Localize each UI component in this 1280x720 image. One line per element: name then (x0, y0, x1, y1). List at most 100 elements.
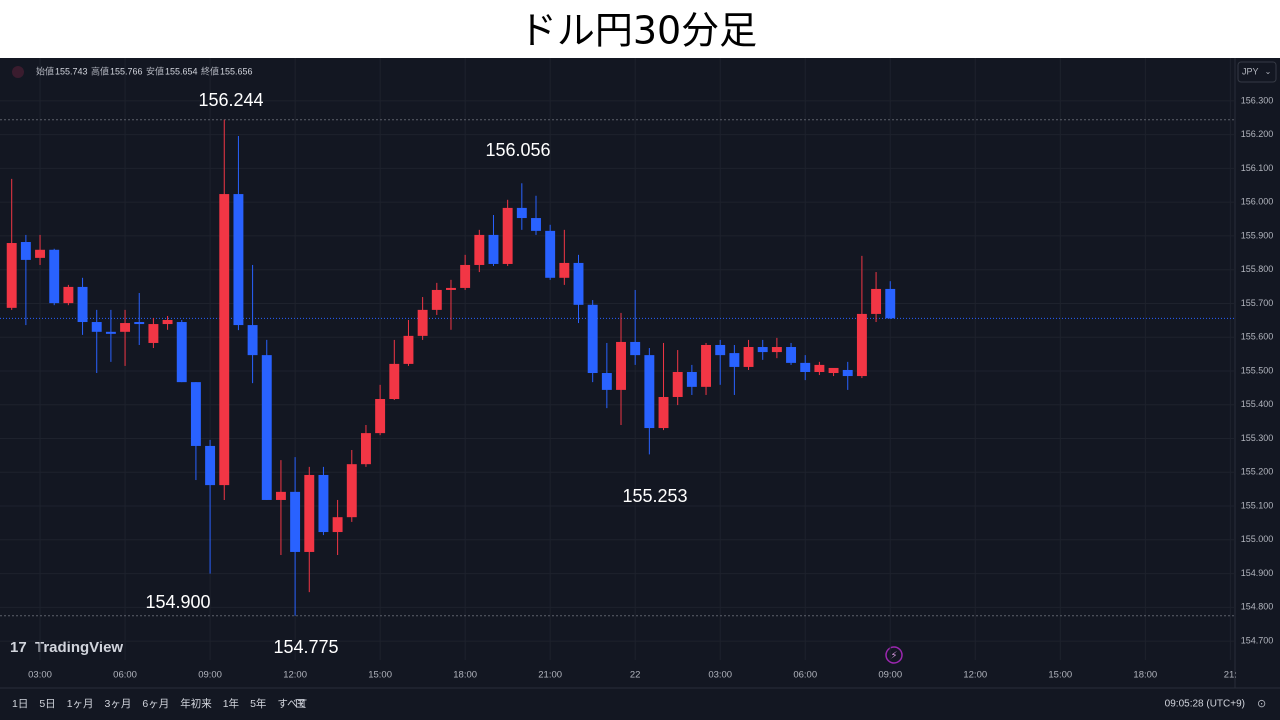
candle-body (488, 234, 499, 264)
brand-logo: 17 (10, 639, 27, 656)
x-tick-label: 15:00 (1048, 670, 1072, 681)
candle-body (375, 399, 386, 434)
candle-body (360, 433, 371, 465)
ohlc-label: 始値 (36, 65, 54, 76)
range-button[interactable]: 1ヶ月 (67, 698, 94, 710)
ohlc-value: 155.656 (220, 66, 253, 76)
date-range-icon[interactable]: ⊞ (295, 695, 306, 710)
candle-body (715, 344, 726, 356)
y-tick-label: 155.600 (1241, 332, 1274, 342)
candle-body (757, 347, 768, 353)
candle-body (658, 396, 669, 429)
range-button[interactable]: 3ヶ月 (105, 698, 132, 710)
ohlc-value: 155.766 (110, 66, 143, 76)
candle-body (403, 335, 414, 364)
price-annotation: 156.056 (485, 140, 550, 160)
dropdown-arrow[interactable]: ⌄ (1265, 67, 1272, 76)
candle-body (261, 355, 272, 500)
candle-body (389, 363, 400, 400)
ohlc-label: 高値 (91, 65, 109, 76)
candle-body (446, 287, 456, 290)
title-band (0, 0, 1280, 58)
x-tick-label: 18:00 (453, 670, 477, 681)
candle-body (63, 286, 74, 304)
candle-body (6, 243, 17, 308)
y-tick-label: 155.500 (1241, 365, 1274, 375)
y-tick-label: 156.300 (1241, 95, 1274, 105)
ohlc-value: 155.743 (55, 66, 88, 76)
symbol-icon (12, 66, 24, 78)
candle-body (332, 517, 343, 533)
candle-body (672, 371, 683, 397)
price-annotation: 156.244 (198, 90, 263, 110)
x-tick-label: 12:00 (963, 670, 987, 681)
candle-body (686, 371, 697, 387)
settings-icon[interactable]: ⊙ (1257, 698, 1266, 710)
candle-body (786, 347, 797, 363)
candle-body (616, 341, 626, 390)
event-icon[interactable] (885, 646, 903, 664)
range-button[interactable]: 5年 (250, 697, 266, 710)
candle-body (290, 491, 301, 552)
y-tick-label: 156.000 (1241, 197, 1274, 207)
x-tick-label: 06:00 (793, 670, 817, 681)
range-button[interactable]: すべて (277, 698, 307, 710)
candle-body (701, 344, 711, 387)
candle-body (417, 309, 428, 336)
x-tick-label: 03:00 (708, 670, 732, 681)
x-tick-label: 12:00 (283, 670, 307, 681)
candle-body (743, 347, 754, 367)
candle-body (516, 207, 527, 219)
candle-body (545, 230, 556, 278)
range-button[interactable]: 5日 (39, 698, 55, 710)
x-tick-label: 22 (630, 670, 641, 681)
y-tick-label: 154.700 (1241, 635, 1274, 645)
candle-body (134, 322, 145, 325)
range-button[interactable]: 6ヶ月 (142, 698, 169, 710)
y-tick-label: 155.000 (1241, 534, 1274, 544)
candle-body (814, 364, 825, 372)
candle-body (474, 234, 485, 265)
chart-title: ドル円30分足 (519, 9, 757, 53)
x-tick-label: 21:00 (538, 670, 562, 681)
clock: 09:05:28 (UTC+9) (1165, 699, 1245, 710)
currency-box[interactable] (1237, 61, 1277, 83)
x-tick-label: 18:00 (1133, 670, 1157, 681)
y-tick-label: 155.900 (1241, 230, 1274, 240)
y-tick-label: 155.100 (1241, 500, 1274, 510)
candle-body (531, 218, 541, 231)
candle-body (120, 323, 131, 332)
brand: TradingView (35, 639, 123, 656)
y-tick-label: 156.100 (1241, 163, 1274, 173)
candle-body (190, 382, 201, 446)
y-tick-label: 154.900 (1241, 568, 1274, 578)
x-tick-label: 21: (1224, 670, 1237, 681)
y-tick-label: 155.200 (1241, 467, 1274, 477)
range-button[interactable]: 1年 (223, 697, 239, 710)
candle-body (431, 289, 442, 310)
candle-body (91, 322, 102, 332)
candle-body (219, 194, 230, 486)
x-tick-label: 03:00 (28, 670, 52, 681)
candle-body (587, 304, 598, 374)
y-tick-label: 154.800 (1241, 602, 1274, 612)
candle-body (20, 242, 31, 260)
candle-body (318, 474, 329, 533)
candle-body (49, 249, 60, 304)
x-tick-label: 15:00 (368, 670, 392, 681)
event-icon-bolt[interactable]: ⚡ (890, 651, 897, 662)
candle-body (842, 369, 853, 377)
candle-body (601, 373, 612, 390)
range-button[interactable]: 年初来 (180, 697, 212, 710)
y-tick-label: 155.400 (1241, 399, 1274, 409)
candle-body (205, 445, 216, 486)
range-button[interactable]: 1日 (12, 698, 28, 710)
candle-body (304, 474, 315, 552)
y-tick-label: 155.300 (1241, 433, 1274, 443)
ohlc-value: 155.654 (165, 66, 198, 76)
currency[interactable]: JPY (1242, 66, 1259, 76)
candle-body (105, 331, 116, 334)
price-annotation: 154.775 (273, 637, 338, 657)
candle-body (573, 262, 584, 305)
